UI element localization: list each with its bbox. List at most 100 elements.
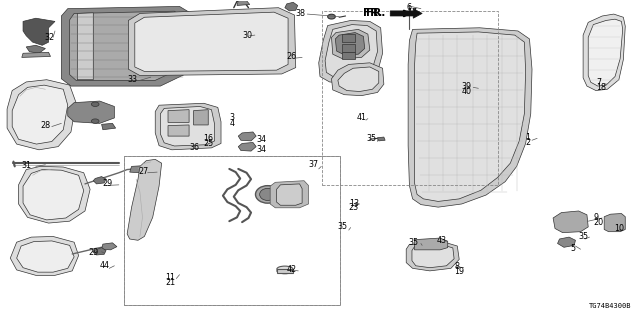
Polygon shape — [415, 238, 448, 250]
Text: 44: 44 — [100, 261, 109, 270]
Polygon shape — [335, 33, 365, 55]
Text: 37: 37 — [308, 160, 319, 169]
Text: FR.: FR. — [364, 8, 383, 19]
Text: 5: 5 — [570, 244, 575, 253]
Polygon shape — [127, 159, 162, 240]
Text: 29: 29 — [89, 248, 99, 257]
Polygon shape — [412, 245, 454, 268]
Polygon shape — [102, 123, 116, 130]
Polygon shape — [553, 211, 588, 233]
Polygon shape — [23, 170, 84, 220]
Polygon shape — [70, 11, 186, 80]
Ellipse shape — [260, 188, 276, 200]
Text: FR.: FR. — [367, 8, 386, 19]
Text: 21: 21 — [166, 278, 175, 287]
Polygon shape — [342, 34, 355, 42]
Text: 36: 36 — [189, 143, 199, 152]
Ellipse shape — [277, 268, 293, 274]
Text: 2: 2 — [525, 138, 531, 147]
Text: 9: 9 — [593, 213, 598, 222]
Polygon shape — [237, 1, 250, 5]
Polygon shape — [285, 2, 298, 11]
Polygon shape — [77, 13, 93, 80]
Polygon shape — [156, 103, 221, 150]
Polygon shape — [588, 19, 623, 86]
Text: 35: 35 — [338, 222, 348, 231]
Polygon shape — [332, 29, 370, 59]
Polygon shape — [415, 32, 525, 201]
Text: 43: 43 — [436, 236, 446, 245]
Polygon shape — [319, 20, 383, 84]
Polygon shape — [557, 237, 575, 247]
Polygon shape — [238, 132, 256, 141]
Text: 27: 27 — [138, 167, 148, 176]
Bar — [276, 269, 293, 273]
Polygon shape — [19, 166, 90, 223]
Text: 38: 38 — [296, 9, 306, 18]
Text: 35: 35 — [579, 232, 589, 241]
Polygon shape — [102, 243, 117, 250]
Ellipse shape — [92, 102, 99, 107]
Text: 13: 13 — [349, 198, 359, 207]
Polygon shape — [270, 181, 308, 208]
Polygon shape — [342, 44, 355, 52]
Polygon shape — [26, 45, 45, 53]
Polygon shape — [168, 110, 189, 123]
Ellipse shape — [92, 119, 99, 123]
Text: 35: 35 — [366, 134, 376, 143]
Polygon shape — [325, 25, 378, 78]
Polygon shape — [406, 242, 460, 271]
Text: 41: 41 — [357, 114, 367, 123]
Polygon shape — [238, 142, 256, 151]
Polygon shape — [22, 52, 51, 57]
Polygon shape — [338, 67, 379, 92]
Polygon shape — [12, 85, 68, 144]
Text: 35: 35 — [408, 238, 419, 247]
Text: 6: 6 — [407, 3, 412, 12]
Polygon shape — [23, 18, 55, 45]
Text: 23: 23 — [349, 203, 359, 212]
Text: 10: 10 — [614, 224, 624, 233]
Polygon shape — [93, 248, 106, 255]
Text: 34: 34 — [256, 145, 266, 154]
Bar — [124, 156, 340, 305]
Text: 33: 33 — [127, 75, 137, 84]
Polygon shape — [342, 52, 355, 59]
Text: 34: 34 — [256, 135, 266, 144]
Polygon shape — [276, 184, 302, 205]
Polygon shape — [10, 236, 79, 275]
Polygon shape — [129, 8, 296, 76]
Polygon shape — [390, 9, 422, 18]
Polygon shape — [93, 177, 106, 184]
Polygon shape — [7, 80, 76, 150]
Text: 31: 31 — [21, 161, 31, 170]
Text: 11: 11 — [166, 273, 175, 282]
Text: 19: 19 — [454, 267, 464, 276]
Text: 20: 20 — [593, 218, 604, 227]
Polygon shape — [130, 166, 147, 173]
Polygon shape — [168, 125, 189, 136]
Polygon shape — [135, 12, 288, 71]
Text: 3: 3 — [229, 114, 234, 123]
Text: 39: 39 — [462, 82, 472, 91]
Text: 8: 8 — [454, 262, 459, 271]
Text: 29: 29 — [103, 180, 113, 188]
Text: 17: 17 — [407, 8, 417, 17]
Text: 26: 26 — [287, 52, 297, 61]
Ellipse shape — [277, 266, 293, 272]
Text: 1: 1 — [525, 132, 531, 141]
Text: 25: 25 — [203, 139, 213, 148]
Polygon shape — [332, 63, 384, 96]
Polygon shape — [68, 101, 115, 123]
Ellipse shape — [255, 186, 280, 203]
Text: 30: 30 — [242, 31, 252, 40]
Text: 28: 28 — [40, 121, 51, 130]
Polygon shape — [17, 241, 74, 272]
Polygon shape — [193, 110, 208, 125]
Ellipse shape — [328, 14, 335, 19]
Polygon shape — [408, 28, 532, 207]
Polygon shape — [583, 14, 625, 91]
Text: 42: 42 — [287, 265, 297, 275]
Text: 7: 7 — [596, 78, 601, 87]
Polygon shape — [61, 6, 195, 86]
